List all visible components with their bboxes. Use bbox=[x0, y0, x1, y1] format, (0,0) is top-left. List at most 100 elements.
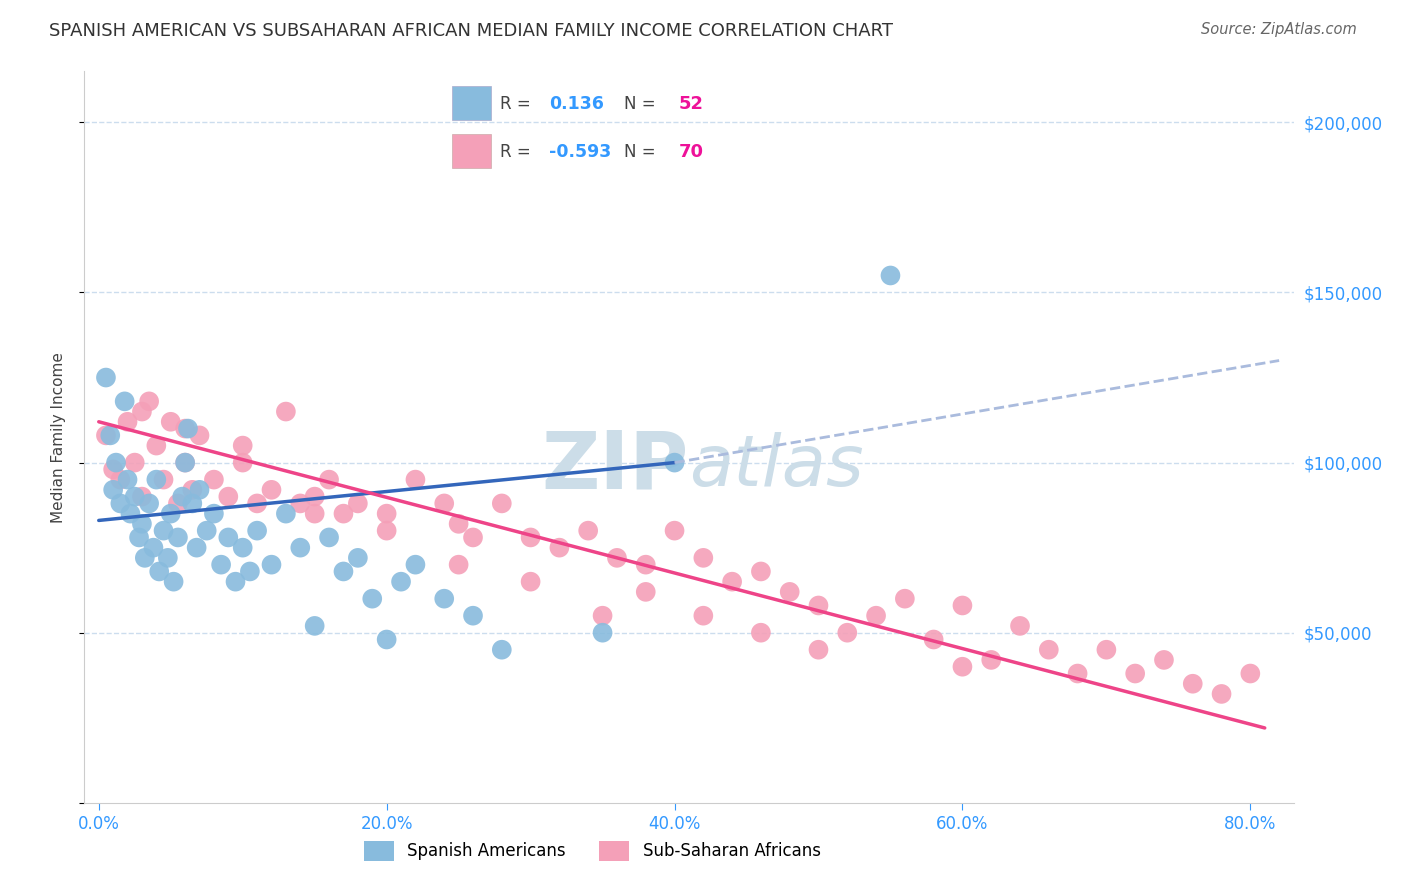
Point bbox=[217, 531, 239, 545]
Point bbox=[1153, 653, 1175, 667]
Point bbox=[1066, 666, 1088, 681]
Point bbox=[114, 394, 136, 409]
Point bbox=[101, 483, 124, 497]
Point bbox=[110, 473, 132, 487]
Point bbox=[274, 404, 297, 418]
Point bbox=[120, 507, 142, 521]
Y-axis label: Median Family Income: Median Family Income bbox=[51, 351, 66, 523]
Point bbox=[664, 456, 686, 470]
Point bbox=[304, 490, 326, 504]
Point bbox=[181, 496, 204, 510]
Text: SPANISH AMERICAN VS SUBSAHARAN AFRICAN MEDIAN FAMILY INCOME CORRELATION CHART: SPANISH AMERICAN VS SUBSAHARAN AFRICAN M… bbox=[49, 22, 893, 40]
Point bbox=[1008, 619, 1031, 633]
Point bbox=[134, 550, 156, 565]
Point bbox=[94, 370, 117, 384]
Text: 0.136: 0.136 bbox=[548, 95, 603, 112]
Point bbox=[980, 653, 1002, 667]
Point bbox=[148, 565, 170, 579]
Point bbox=[606, 550, 628, 565]
Point bbox=[461, 608, 484, 623]
Point bbox=[692, 608, 714, 623]
Text: atlas: atlas bbox=[689, 432, 863, 500]
Point bbox=[461, 531, 484, 545]
Point bbox=[117, 473, 139, 487]
Text: N =: N = bbox=[624, 95, 655, 112]
Point bbox=[128, 531, 150, 545]
Point bbox=[634, 558, 657, 572]
Point bbox=[131, 490, 153, 504]
Point bbox=[94, 428, 117, 442]
Point bbox=[1239, 666, 1261, 681]
Point bbox=[246, 524, 269, 538]
Point bbox=[232, 456, 254, 470]
Point bbox=[202, 473, 225, 487]
Text: -0.593: -0.593 bbox=[548, 143, 612, 161]
Point bbox=[332, 565, 354, 579]
Point bbox=[404, 473, 426, 487]
Point bbox=[865, 608, 887, 623]
Text: Source: ZipAtlas.com: Source: ZipAtlas.com bbox=[1201, 22, 1357, 37]
Point bbox=[347, 496, 370, 510]
Point bbox=[117, 415, 139, 429]
Point bbox=[952, 599, 974, 613]
Point bbox=[1038, 642, 1060, 657]
Point bbox=[124, 490, 146, 504]
Point bbox=[232, 439, 254, 453]
Point bbox=[807, 642, 830, 657]
Point bbox=[188, 428, 211, 442]
Point bbox=[318, 531, 340, 545]
Point bbox=[318, 473, 340, 487]
Point bbox=[304, 619, 326, 633]
Point bbox=[260, 558, 283, 572]
Point bbox=[491, 642, 513, 657]
Point bbox=[152, 473, 174, 487]
Point bbox=[110, 496, 132, 510]
Point bbox=[1211, 687, 1233, 701]
Point bbox=[361, 591, 384, 606]
Point bbox=[260, 483, 283, 497]
Point bbox=[749, 565, 772, 579]
Point bbox=[246, 496, 269, 510]
Point bbox=[225, 574, 247, 589]
Text: ZIP: ZIP bbox=[541, 427, 689, 506]
Point bbox=[519, 574, 541, 589]
Point bbox=[159, 507, 181, 521]
Point bbox=[232, 541, 254, 555]
Point bbox=[404, 558, 426, 572]
Point bbox=[172, 490, 194, 504]
Point bbox=[274, 507, 297, 521]
Point bbox=[922, 632, 945, 647]
Point bbox=[145, 439, 167, 453]
Point bbox=[664, 524, 686, 538]
Point bbox=[1181, 677, 1204, 691]
Point bbox=[375, 524, 398, 538]
Point bbox=[181, 483, 204, 497]
Point bbox=[491, 496, 513, 510]
Point bbox=[779, 585, 801, 599]
Point bbox=[389, 574, 412, 589]
Point bbox=[105, 456, 128, 470]
Text: R =: R = bbox=[501, 95, 531, 112]
Point bbox=[98, 428, 121, 442]
Point bbox=[142, 541, 165, 555]
Point bbox=[894, 591, 917, 606]
Point bbox=[1123, 666, 1146, 681]
Point bbox=[952, 659, 974, 673]
Text: 70: 70 bbox=[679, 143, 703, 161]
Point bbox=[209, 558, 232, 572]
Point bbox=[239, 565, 262, 579]
Point bbox=[332, 507, 354, 521]
FancyBboxPatch shape bbox=[451, 87, 491, 120]
Point bbox=[101, 462, 124, 476]
Point bbox=[347, 550, 370, 565]
Point bbox=[202, 507, 225, 521]
Point bbox=[721, 574, 744, 589]
Text: R =: R = bbox=[501, 143, 531, 161]
FancyBboxPatch shape bbox=[451, 135, 491, 168]
Point bbox=[1095, 642, 1118, 657]
Legend: Spanish Americans, Sub-Saharan Africans: Spanish Americans, Sub-Saharan Africans bbox=[357, 834, 827, 868]
Point bbox=[634, 585, 657, 599]
Point bbox=[138, 496, 160, 510]
Point bbox=[433, 496, 456, 510]
Point bbox=[692, 550, 714, 565]
